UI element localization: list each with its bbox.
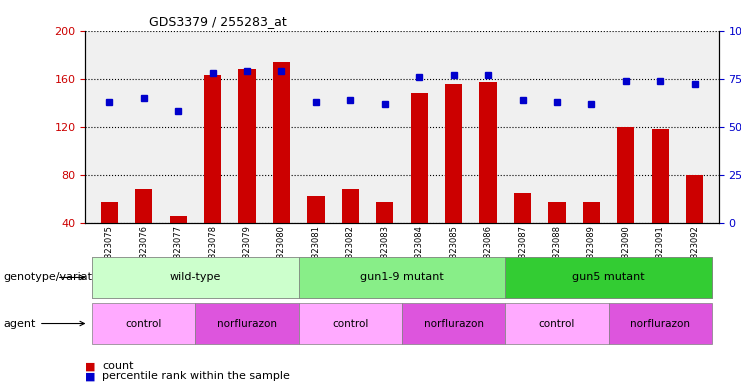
Bar [170,215,187,271]
Bar [514,193,531,271]
Bar [479,82,496,271]
Bar [273,62,290,271]
Text: agent: agent [4,318,84,329]
Bar [376,202,393,271]
Bar [617,127,634,271]
Text: control: control [539,318,575,329]
Bar [686,175,703,271]
Bar [445,84,462,271]
Text: gun1-9 mutant: gun1-9 mutant [360,272,444,283]
Text: norflurazon: norflurazon [424,318,484,329]
Bar [411,93,428,271]
Bar [239,69,256,271]
Text: wild-type: wild-type [170,272,221,283]
Text: control: control [332,318,368,329]
Bar [135,189,153,271]
Bar [204,75,222,271]
Text: count: count [102,361,134,371]
Bar [342,189,359,271]
Bar [548,202,565,271]
Text: norflurazon: norflurazon [631,318,690,329]
Text: norflurazon: norflurazon [217,318,277,329]
Text: control: control [125,318,162,329]
Text: ■: ■ [85,361,96,371]
Text: ■: ■ [85,371,96,381]
Text: percentile rank within the sample: percentile rank within the sample [102,371,290,381]
Bar [582,202,600,271]
Text: gun5 mutant: gun5 mutant [572,272,645,283]
Bar [101,202,118,271]
Text: GDS3379 / 255283_at: GDS3379 / 255283_at [148,15,286,28]
Text: genotype/variation: genotype/variation [4,272,110,283]
Bar [651,129,669,271]
Bar [308,196,325,271]
